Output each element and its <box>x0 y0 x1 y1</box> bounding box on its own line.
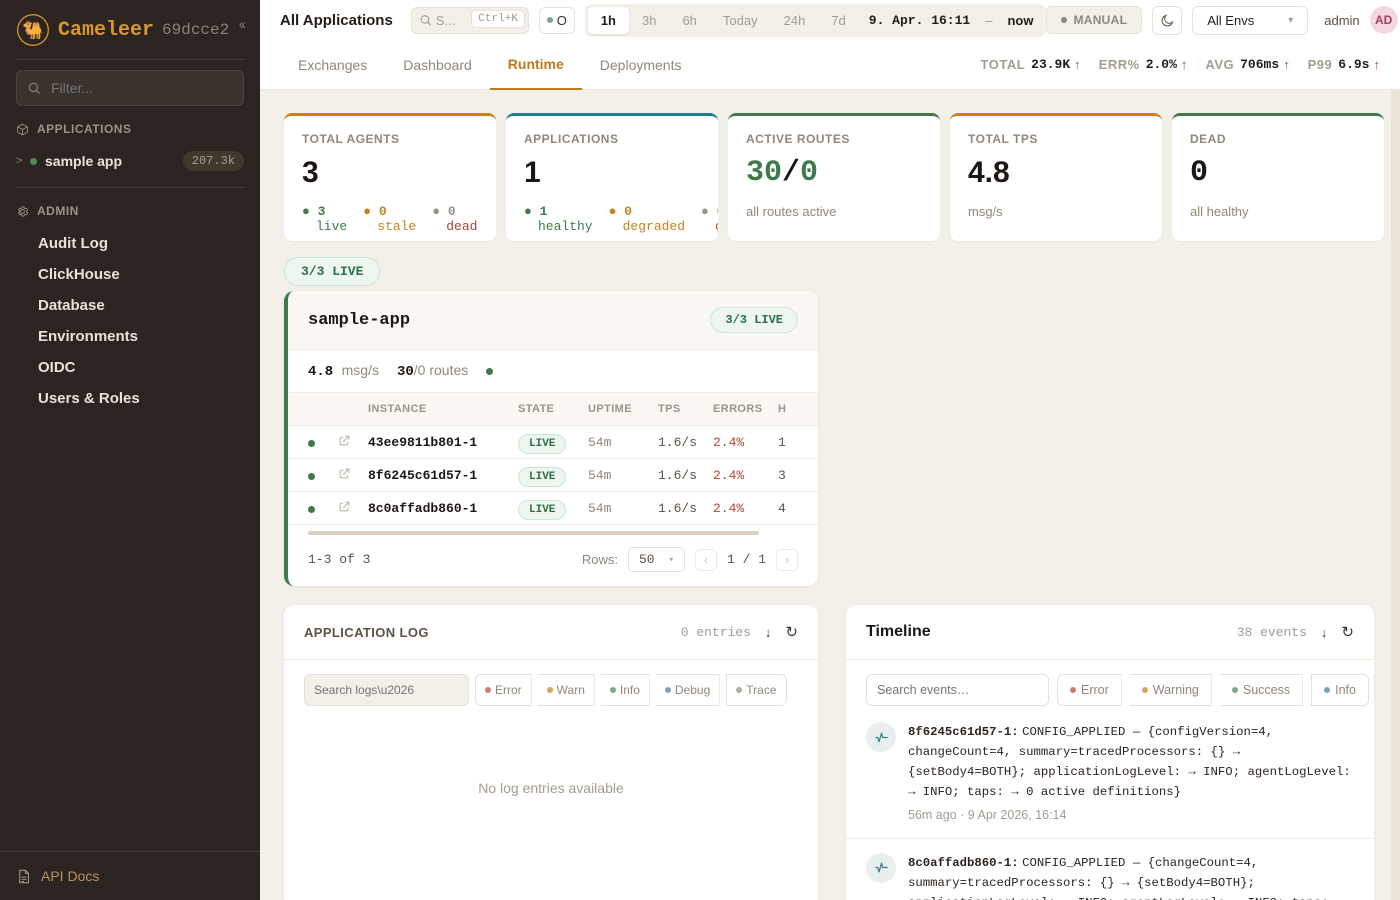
svg-text:🐫: 🐫 <box>22 21 43 40</box>
